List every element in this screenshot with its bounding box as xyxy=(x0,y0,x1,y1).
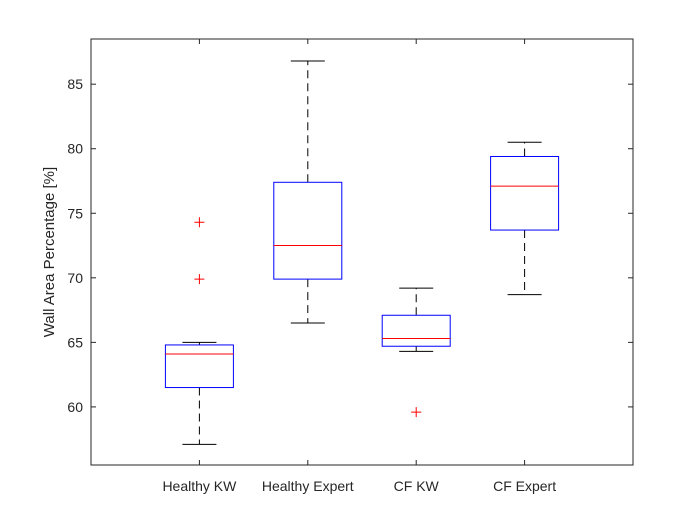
plot-area xyxy=(90,38,634,466)
y-tick-label: 85 xyxy=(67,76,83,92)
y-axis-label: Wall Area Percentage [%] xyxy=(41,167,58,337)
x-tick-label: CF Expert xyxy=(493,478,556,494)
box xyxy=(490,155,560,231)
x-tick-label: Healthy KW xyxy=(162,478,237,494)
box xyxy=(273,181,343,280)
x-tick-label: CF KW xyxy=(394,478,440,494)
y-tick-label: 80 xyxy=(67,141,83,157)
y-tick-label: 60 xyxy=(67,399,83,415)
x-tick-label: Healthy Expert xyxy=(262,478,354,494)
outlier-marker xyxy=(194,274,205,285)
outlier-marker xyxy=(411,407,422,418)
box xyxy=(381,314,451,347)
y-tick-label: 70 xyxy=(67,270,83,286)
y-tick-label: 75 xyxy=(67,205,83,221)
box xyxy=(164,344,234,389)
outlier-marker xyxy=(194,217,205,228)
y-tick-label: 65 xyxy=(67,334,83,350)
chart-marks: 60 65 70 75 80 85 Healthy KW Healthy Expert CF K… xyxy=(67,39,633,494)
